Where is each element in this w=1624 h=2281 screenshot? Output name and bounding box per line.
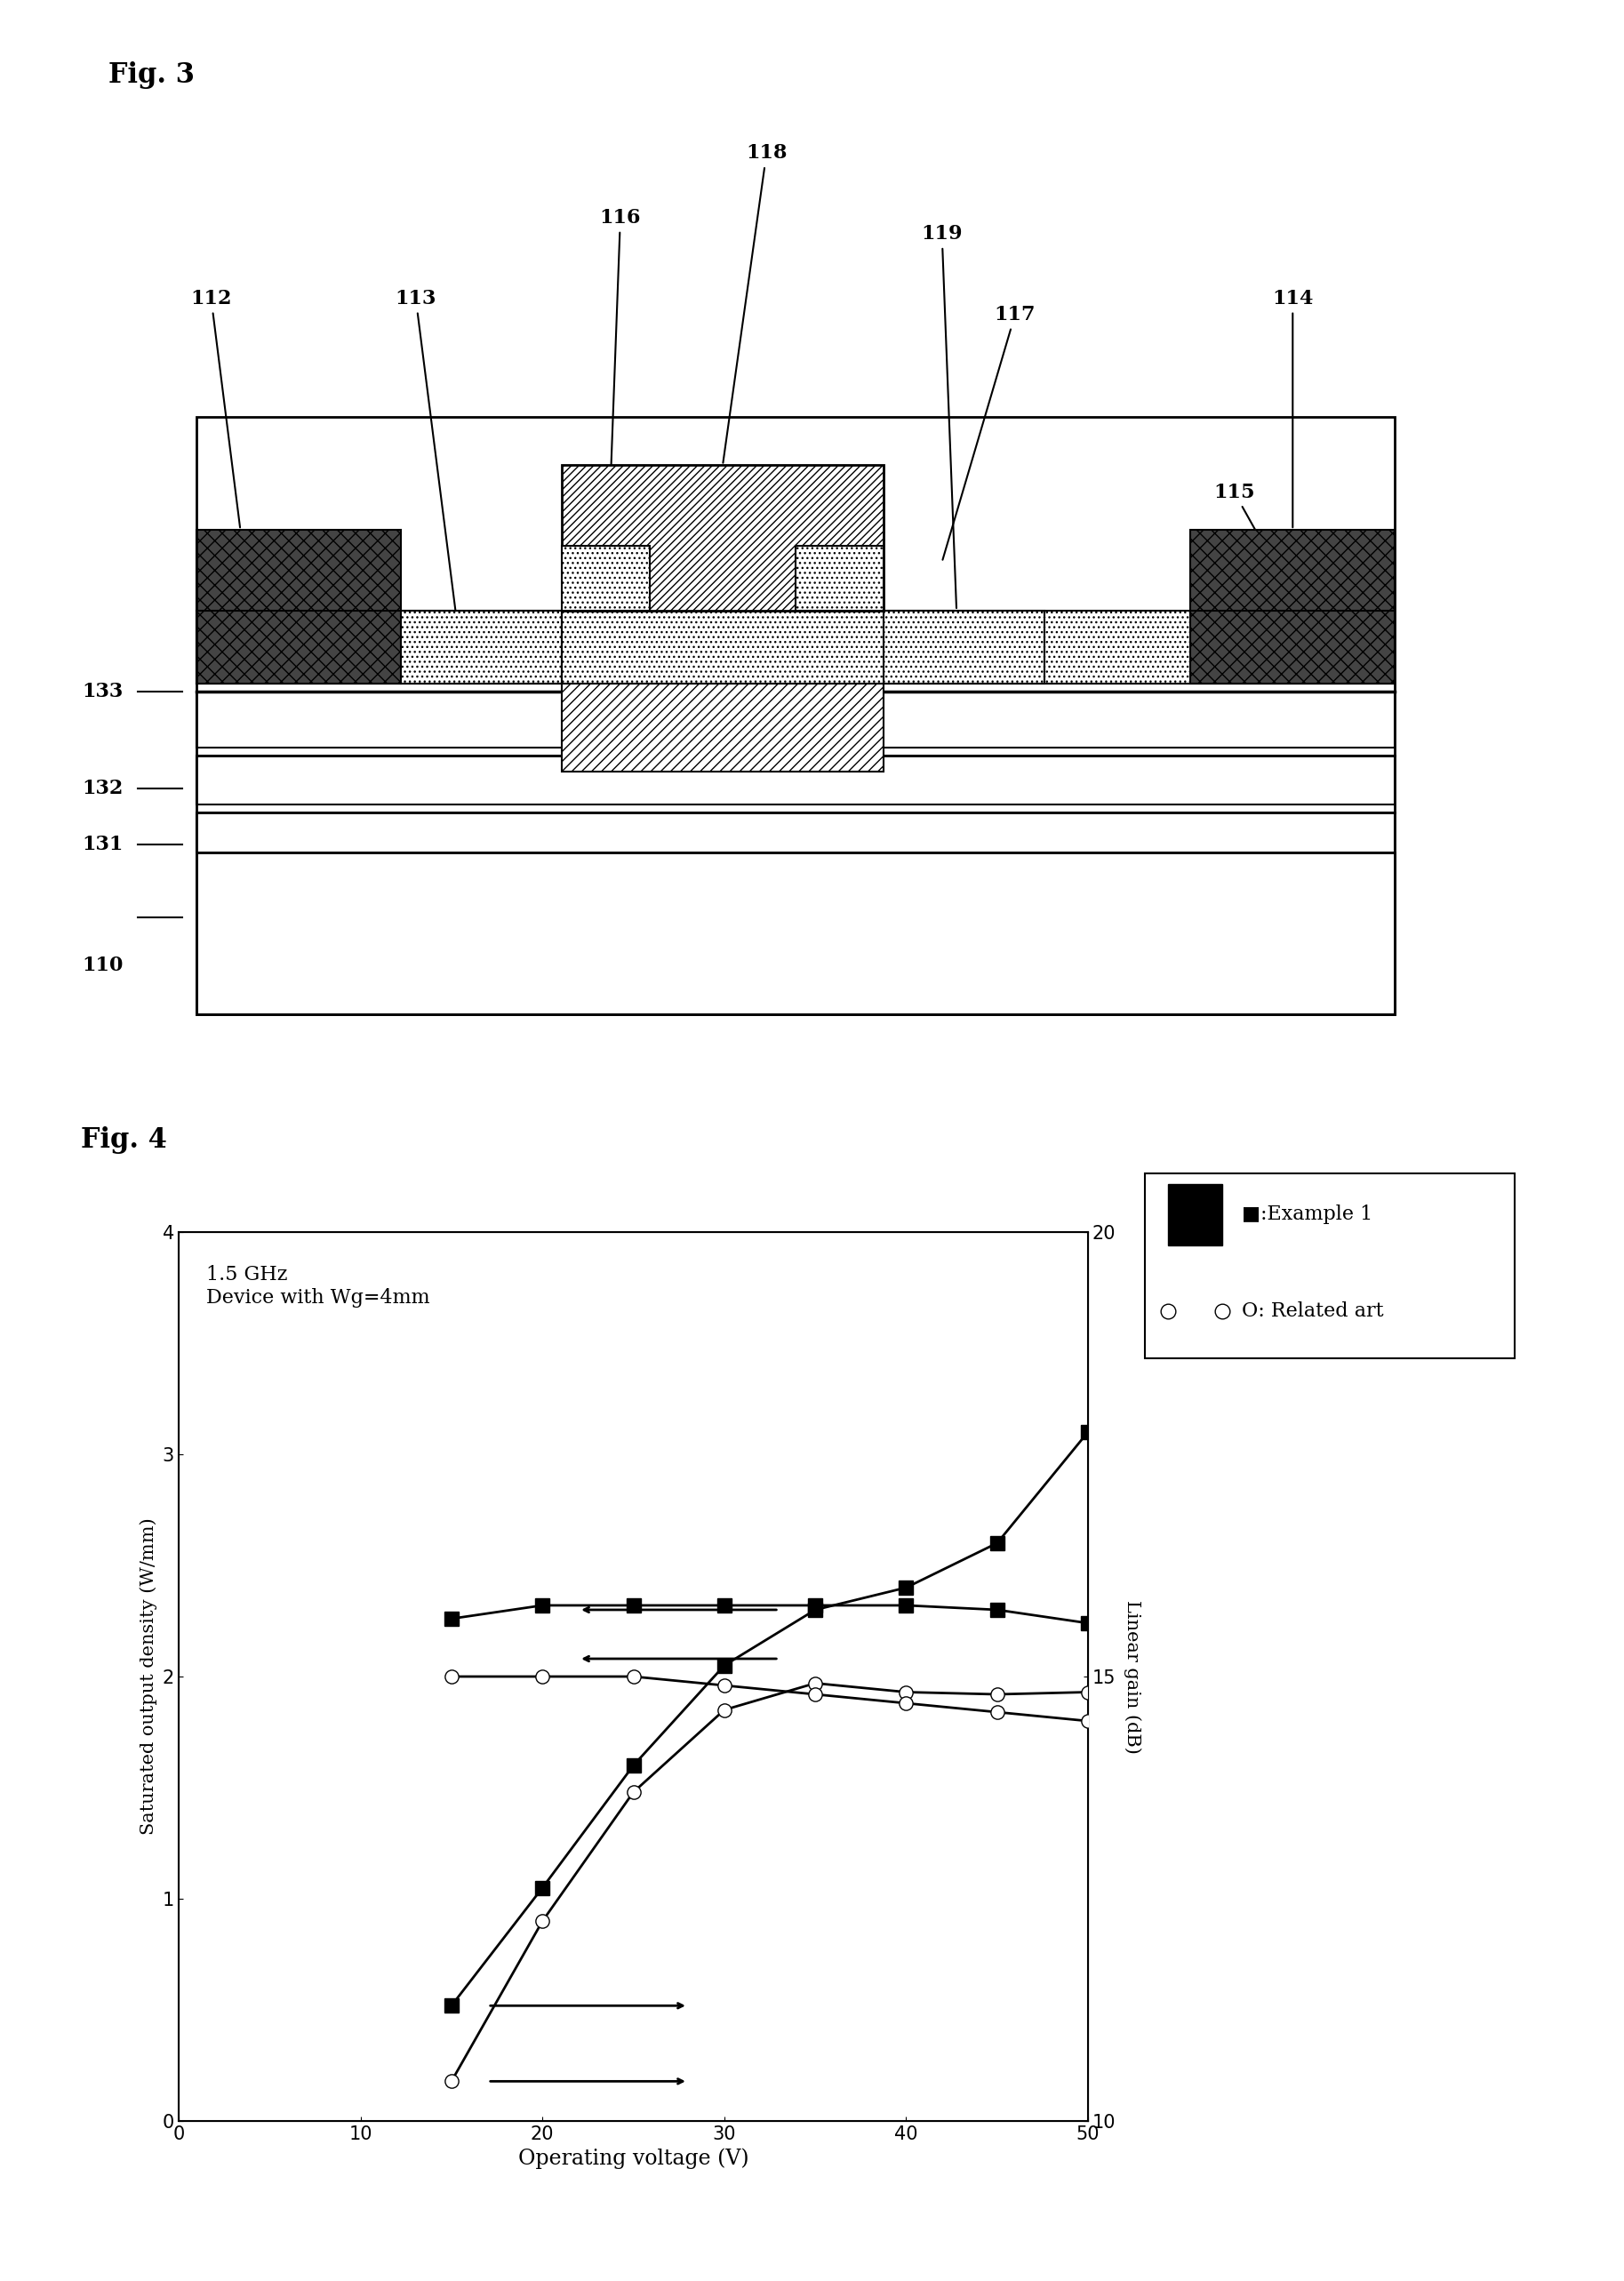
- Bar: [562, 684, 883, 771]
- Text: 114: 114: [1272, 290, 1314, 527]
- Text: 112: 112: [190, 290, 240, 527]
- Text: 1.5 GHz
Device with Wg=4mm: 1.5 GHz Device with Wg=4mm: [206, 1266, 430, 1307]
- Text: Fig. 4: Fig. 4: [81, 1127, 167, 1154]
- Bar: [562, 545, 650, 611]
- Text: 118: 118: [723, 144, 788, 463]
- Text: 117: 117: [942, 306, 1036, 559]
- Text: 115: 115: [1213, 484, 1335, 673]
- Text: 110: 110: [83, 956, 123, 976]
- Text: 131: 131: [83, 835, 123, 855]
- Text: 119: 119: [921, 224, 963, 609]
- Text: O: Related art: O: Related art: [1242, 1302, 1384, 1321]
- Text: 116: 116: [599, 208, 641, 609]
- Text: 133: 133: [83, 682, 123, 700]
- Bar: [1190, 529, 1395, 611]
- Bar: [197, 417, 1395, 1015]
- Bar: [562, 611, 883, 684]
- Text: 113: 113: [395, 290, 460, 641]
- X-axis label: Operating voltage (V): Operating voltage (V): [518, 2149, 749, 2169]
- Bar: [197, 691, 1395, 748]
- Y-axis label: Linear gain (dB): Linear gain (dB): [1124, 1599, 1140, 1754]
- Text: Fig. 3: Fig. 3: [109, 62, 195, 89]
- Bar: [401, 611, 562, 684]
- Bar: [1190, 611, 1395, 684]
- Bar: [883, 611, 1044, 684]
- Text: ■:Example 1: ■:Example 1: [1242, 1204, 1372, 1225]
- Y-axis label: Saturated output density (W/mm): Saturated output density (W/mm): [140, 1517, 158, 1836]
- Bar: [197, 853, 1395, 1015]
- Bar: [197, 611, 401, 684]
- Bar: [562, 465, 883, 611]
- Bar: [197, 755, 1395, 805]
- Bar: [197, 529, 401, 611]
- Text: 132: 132: [83, 778, 123, 798]
- Bar: [796, 545, 883, 611]
- Bar: [197, 812, 1395, 853]
- Bar: [197, 611, 1395, 684]
